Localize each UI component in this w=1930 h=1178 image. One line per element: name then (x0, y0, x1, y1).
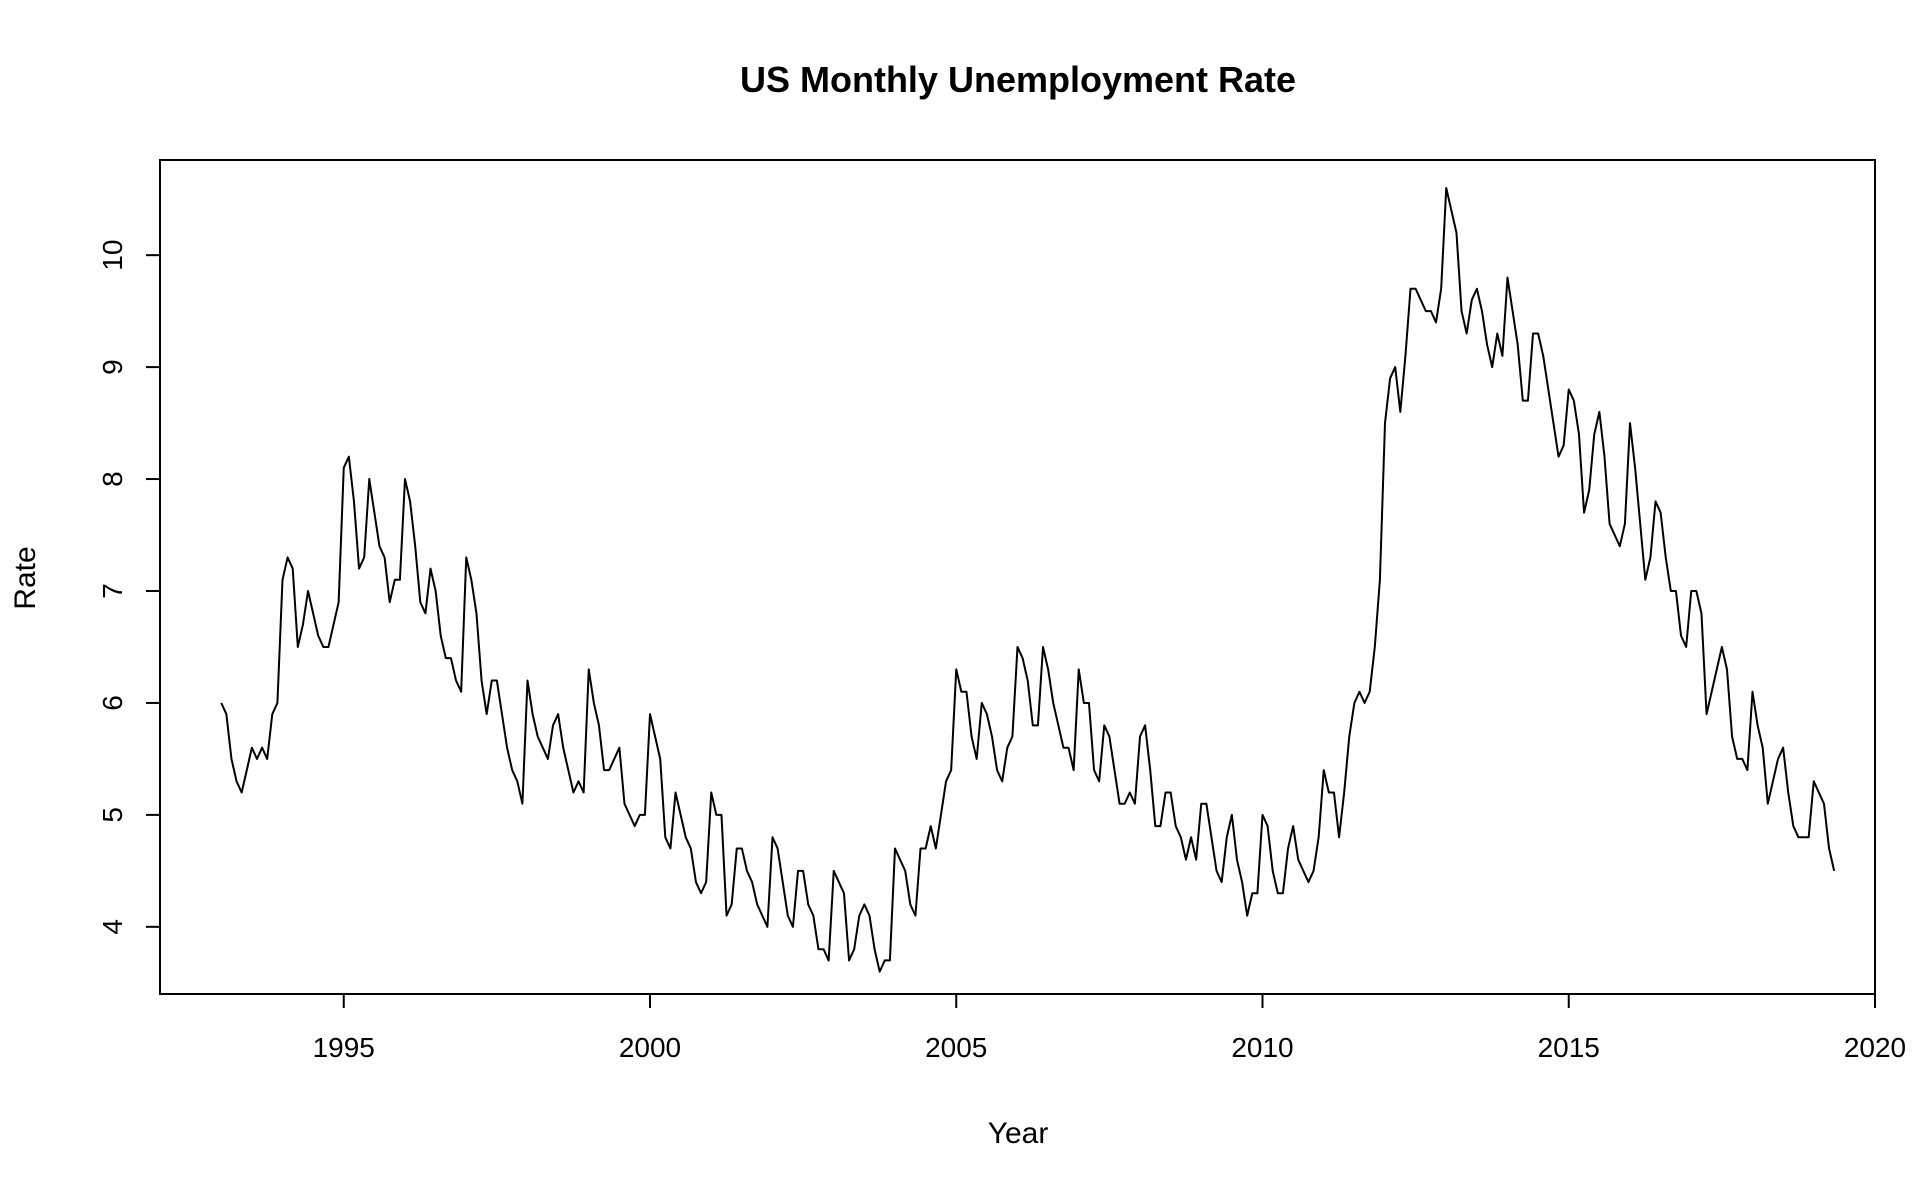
y-tick-label: 6 (97, 695, 128, 711)
y-axis: 4 5 6 7 8 9 10 (97, 240, 161, 935)
x-tick-label: 2015 (1538, 1032, 1600, 1063)
x-axis-label: Year (988, 1117, 1049, 1150)
x-tick-label: 2000 (619, 1032, 681, 1063)
chart-title: US Monthly Unemployment Rate (740, 59, 1296, 100)
x-tick-label: 2005 (925, 1032, 987, 1063)
x-tick-label: 1995 (313, 1032, 375, 1063)
y-axis-label: Rate (9, 546, 42, 609)
y-tick-label: 8 (97, 471, 128, 487)
y-tick-label: 5 (97, 807, 128, 823)
x-tick-label: 2010 (1231, 1032, 1293, 1063)
x-tick-label: 2020 (1844, 1032, 1906, 1063)
x-axis: 1995 2000 2005 2010 2015 2020 (313, 993, 1906, 1063)
unemployment-rate-line (220, 186, 1836, 973)
y-tick-label: 9 (97, 359, 128, 375)
y-tick-label: 4 (97, 919, 128, 935)
y-tick-label: 10 (97, 240, 128, 271)
y-tick-label: 7 (97, 583, 128, 599)
